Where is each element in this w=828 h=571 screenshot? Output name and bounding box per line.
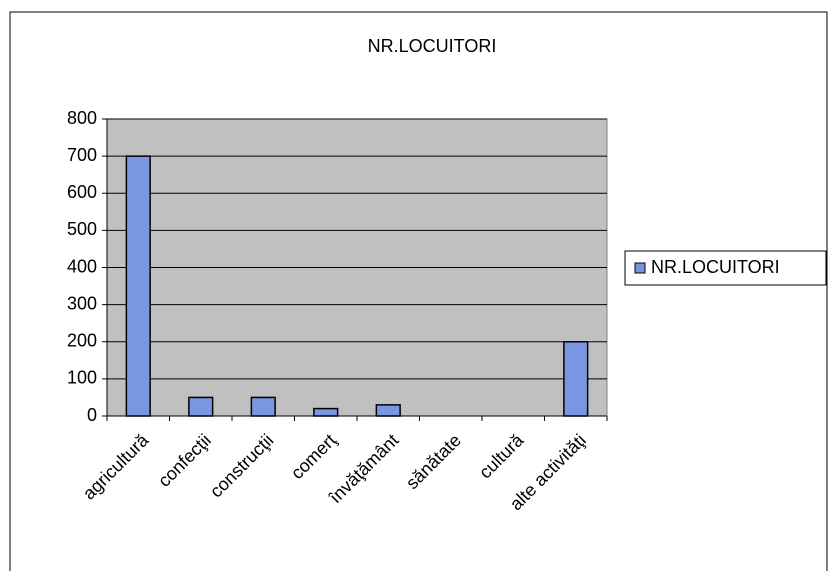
bar: [125, 155, 151, 417]
bar: [313, 407, 339, 417]
bar: [563, 341, 589, 417]
y-tick-label: 600: [67, 182, 97, 202]
bar: [250, 396, 276, 417]
legend-label: NR.LOCUITORI: [651, 257, 780, 277]
legend-box: [624, 250, 827, 286]
bar: [375, 404, 401, 417]
y-tick-label: 500: [67, 219, 97, 239]
y-tick-label: 100: [67, 368, 97, 388]
y-tick-label: 800: [67, 108, 97, 128]
y-tick-label: 300: [67, 293, 97, 313]
y-tick-label: 200: [67, 331, 97, 351]
y-tick-label: 700: [67, 145, 97, 165]
y-tick-label: 0: [87, 405, 97, 425]
legend-marker: [634, 262, 646, 274]
y-tick-label: 400: [67, 256, 97, 276]
chart-title: NR.LOCUITORI: [368, 36, 497, 56]
bar: [188, 396, 214, 417]
